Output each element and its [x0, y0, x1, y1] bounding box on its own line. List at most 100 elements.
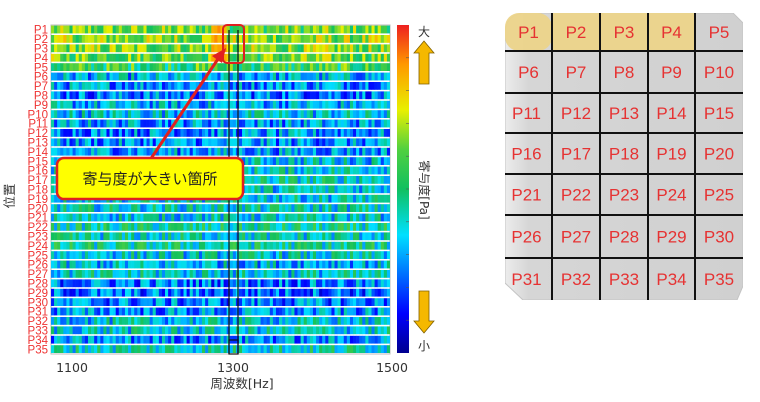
- heatmap-cell: [294, 44, 298, 53]
- heatmap-cell: [103, 288, 107, 297]
- heatmap-cell: [272, 91, 277, 100]
- heatmap-cell: [51, 317, 55, 325]
- heatmap-cell: [57, 138, 61, 147]
- heatmap-cell: [374, 185, 378, 194]
- heatmap-cell: [97, 251, 101, 259]
- heatmap-cell: [124, 110, 129, 118]
- heatmap-cell: [365, 138, 369, 147]
- heatmap-cell: [112, 44, 117, 53]
- heatmap-cell: [319, 288, 323, 297]
- heatmap-cell: [109, 251, 113, 259]
- heatmap-cell: [149, 204, 153, 212]
- heatmap-cell: [251, 91, 255, 100]
- heatmap-cell: [75, 138, 80, 147]
- heatmap-cell: [306, 72, 311, 81]
- heatmap-cell: [343, 279, 348, 288]
- heatmap-cell: [75, 204, 80, 212]
- heatmap-cell: [279, 72, 283, 81]
- decrease-arrow-icon: [413, 290, 435, 334]
- heatmap-cell: [217, 270, 221, 278]
- heatmap-cell: [51, 100, 55, 109]
- heatmap-cell: [263, 166, 268, 175]
- colorbar-label: 寄与度[Pa]: [417, 160, 432, 219]
- heatmap-cell: [377, 251, 382, 259]
- heatmap-cell: [368, 72, 372, 81]
- heatmap-cell: [87, 82, 92, 90]
- heatmap-cell: [232, 147, 237, 156]
- heatmap-cell: [371, 63, 375, 71]
- heatmap-cell: [257, 270, 261, 278]
- heatmap-cell: [128, 326, 132, 335]
- heatmap-cell: [359, 307, 363, 316]
- heatmap-cell: [177, 25, 181, 34]
- heatmap-cell: [69, 345, 73, 353]
- heatmap-cell: [149, 213, 153, 222]
- heatmap-cell: [149, 110, 153, 118]
- heatmap-cell: [165, 204, 169, 212]
- heatmap-cell: [223, 223, 227, 231]
- heatmap-cell: [368, 204, 372, 212]
- heatmap-cell: [337, 72, 341, 81]
- heatmap-cell: [217, 307, 221, 316]
- heatmap-cell: [297, 166, 301, 175]
- heatmap-cell: [322, 147, 326, 156]
- heatmap-cell: [161, 147, 166, 156]
- heatmap-cell: [140, 25, 144, 34]
- heatmap-cell: [337, 213, 341, 222]
- heatmap-cell: [208, 119, 212, 128]
- heatmap-cell: [371, 288, 375, 297]
- heatmap-cell: [362, 91, 366, 100]
- heatmap-cell: [217, 110, 221, 118]
- heatmap-cell: [152, 298, 157, 306]
- heatmap-cell: [343, 82, 348, 90]
- heatmap-cell: [134, 345, 138, 353]
- heatmap-cell: [63, 288, 67, 297]
- heatmap-cell: [232, 241, 237, 250]
- heatmap-cell: [220, 279, 224, 288]
- heatmap-cell: [174, 270, 178, 278]
- heatmap-cell: [223, 100, 227, 109]
- heatmap-cell: [202, 326, 206, 335]
- heatmap-cell: [155, 72, 160, 81]
- heatmap-cell: [217, 72, 221, 81]
- heatmap-cell: [272, 326, 277, 335]
- heatmap-cell: [282, 345, 286, 353]
- heatmap-cell: [63, 223, 67, 231]
- heatmap-cell: [337, 251, 341, 259]
- y-axis-label: 位置: [2, 183, 17, 208]
- heatmap-cell: [63, 260, 67, 269]
- heatmap-cell: [223, 72, 227, 81]
- heatmap-cell: [322, 119, 326, 128]
- heatmap-cell: [254, 138, 258, 147]
- heatmap-cell: [143, 82, 147, 90]
- heatmap-cell: [312, 317, 317, 325]
- heatmap-cell: [205, 251, 209, 259]
- heatmap-cell: [260, 63, 264, 71]
- heatmap-cell: [198, 326, 203, 335]
- heatmap-cell: [81, 232, 86, 241]
- heatmap-cell: [356, 72, 360, 81]
- heatmap-cell: [297, 213, 301, 222]
- heatmap-cell: [168, 345, 172, 353]
- heatmap-cell: [288, 288, 292, 297]
- heatmap-cell: [63, 345, 67, 353]
- heatmap-cell: [220, 251, 224, 259]
- heatmap-cell: [279, 147, 283, 156]
- grid-cell-P18: P18: [609, 145, 639, 164]
- heatmap-cell: [143, 147, 147, 156]
- heatmap-cell: [368, 185, 372, 194]
- heatmap-cell: [309, 307, 314, 316]
- heatmap-cell: [343, 298, 348, 306]
- heatmap-cell: [362, 147, 366, 156]
- heatmap-cell: [359, 213, 363, 222]
- heatmap-cell: [174, 241, 178, 250]
- heatmap-cell: [368, 194, 372, 203]
- heatmap-cell: [294, 204, 298, 212]
- heatmap-cell: [217, 204, 221, 212]
- heatmap-cell: [288, 335, 292, 344]
- heatmap-cell: [383, 279, 388, 288]
- heatmap-cell: [353, 204, 357, 212]
- heatmap-cell: [87, 307, 92, 316]
- heatmap-cell: [115, 326, 120, 335]
- heatmap-cell: [121, 53, 126, 62]
